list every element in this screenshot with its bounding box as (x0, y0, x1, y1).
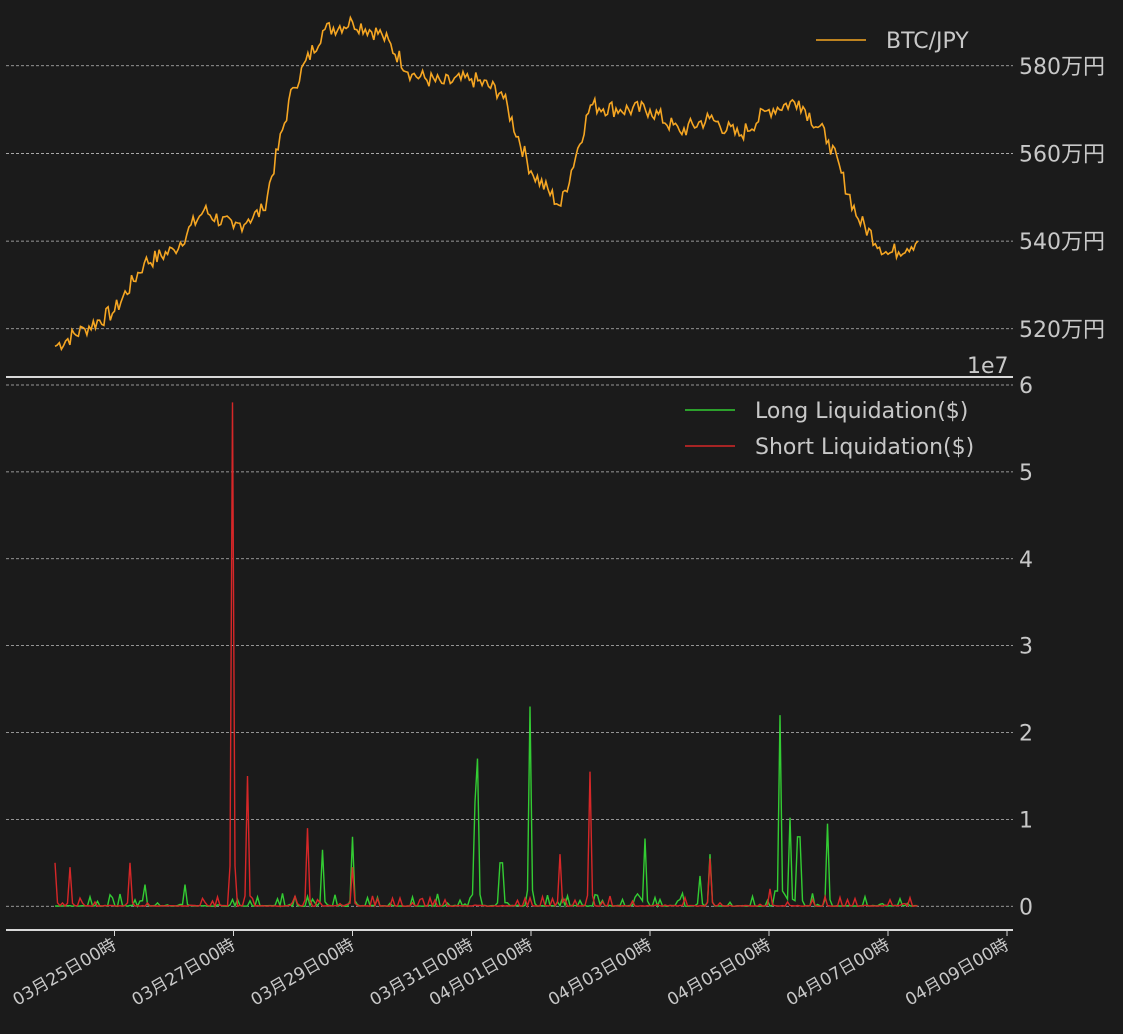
btc-legend-label: BTC/JPY (886, 29, 969, 54)
liquidation-legend: Long Liquidation($) Short Liquidation($) (685, 399, 974, 460)
long-legend-label: Long Liquidation($) (755, 399, 968, 424)
liquidation-y-tick-label: 5 (1019, 461, 1033, 486)
liquidation-offset-label: 1e7 (967, 354, 1009, 379)
price-y-tick-label: 520万円 (1019, 318, 1105, 343)
btc-price-line (54, 15, 919, 352)
price-y-tick-label: 560万円 (1019, 142, 1105, 167)
price-y-ticks: 520万円 540万円 560万円 580万円 (1019, 55, 1105, 343)
liquidation-y-tick-label: 4 (1019, 548, 1033, 573)
price-legend: BTC/JPY (816, 29, 969, 54)
liquidation-y-tick-label: 6 (1019, 374, 1033, 399)
liquidation-y-tick-label: 3 (1019, 635, 1033, 660)
short-legend-label: Short Liquidation($) (755, 435, 974, 460)
liquidation-y-ticks: 0 1 2 3 4 5 6 (1019, 374, 1033, 920)
price-grid (6, 65, 1013, 330)
price-y-tick-label: 540万円 (1019, 230, 1105, 255)
short-liquidation-line (54, 402, 918, 909)
liquidation-y-tick-label: 0 (1019, 895, 1033, 920)
liquidation-y-tick-label: 2 (1019, 722, 1033, 747)
liquidation-y-tick-label: 1 (1019, 808, 1033, 833)
price-y-tick-label: 580万円 (1019, 55, 1105, 80)
